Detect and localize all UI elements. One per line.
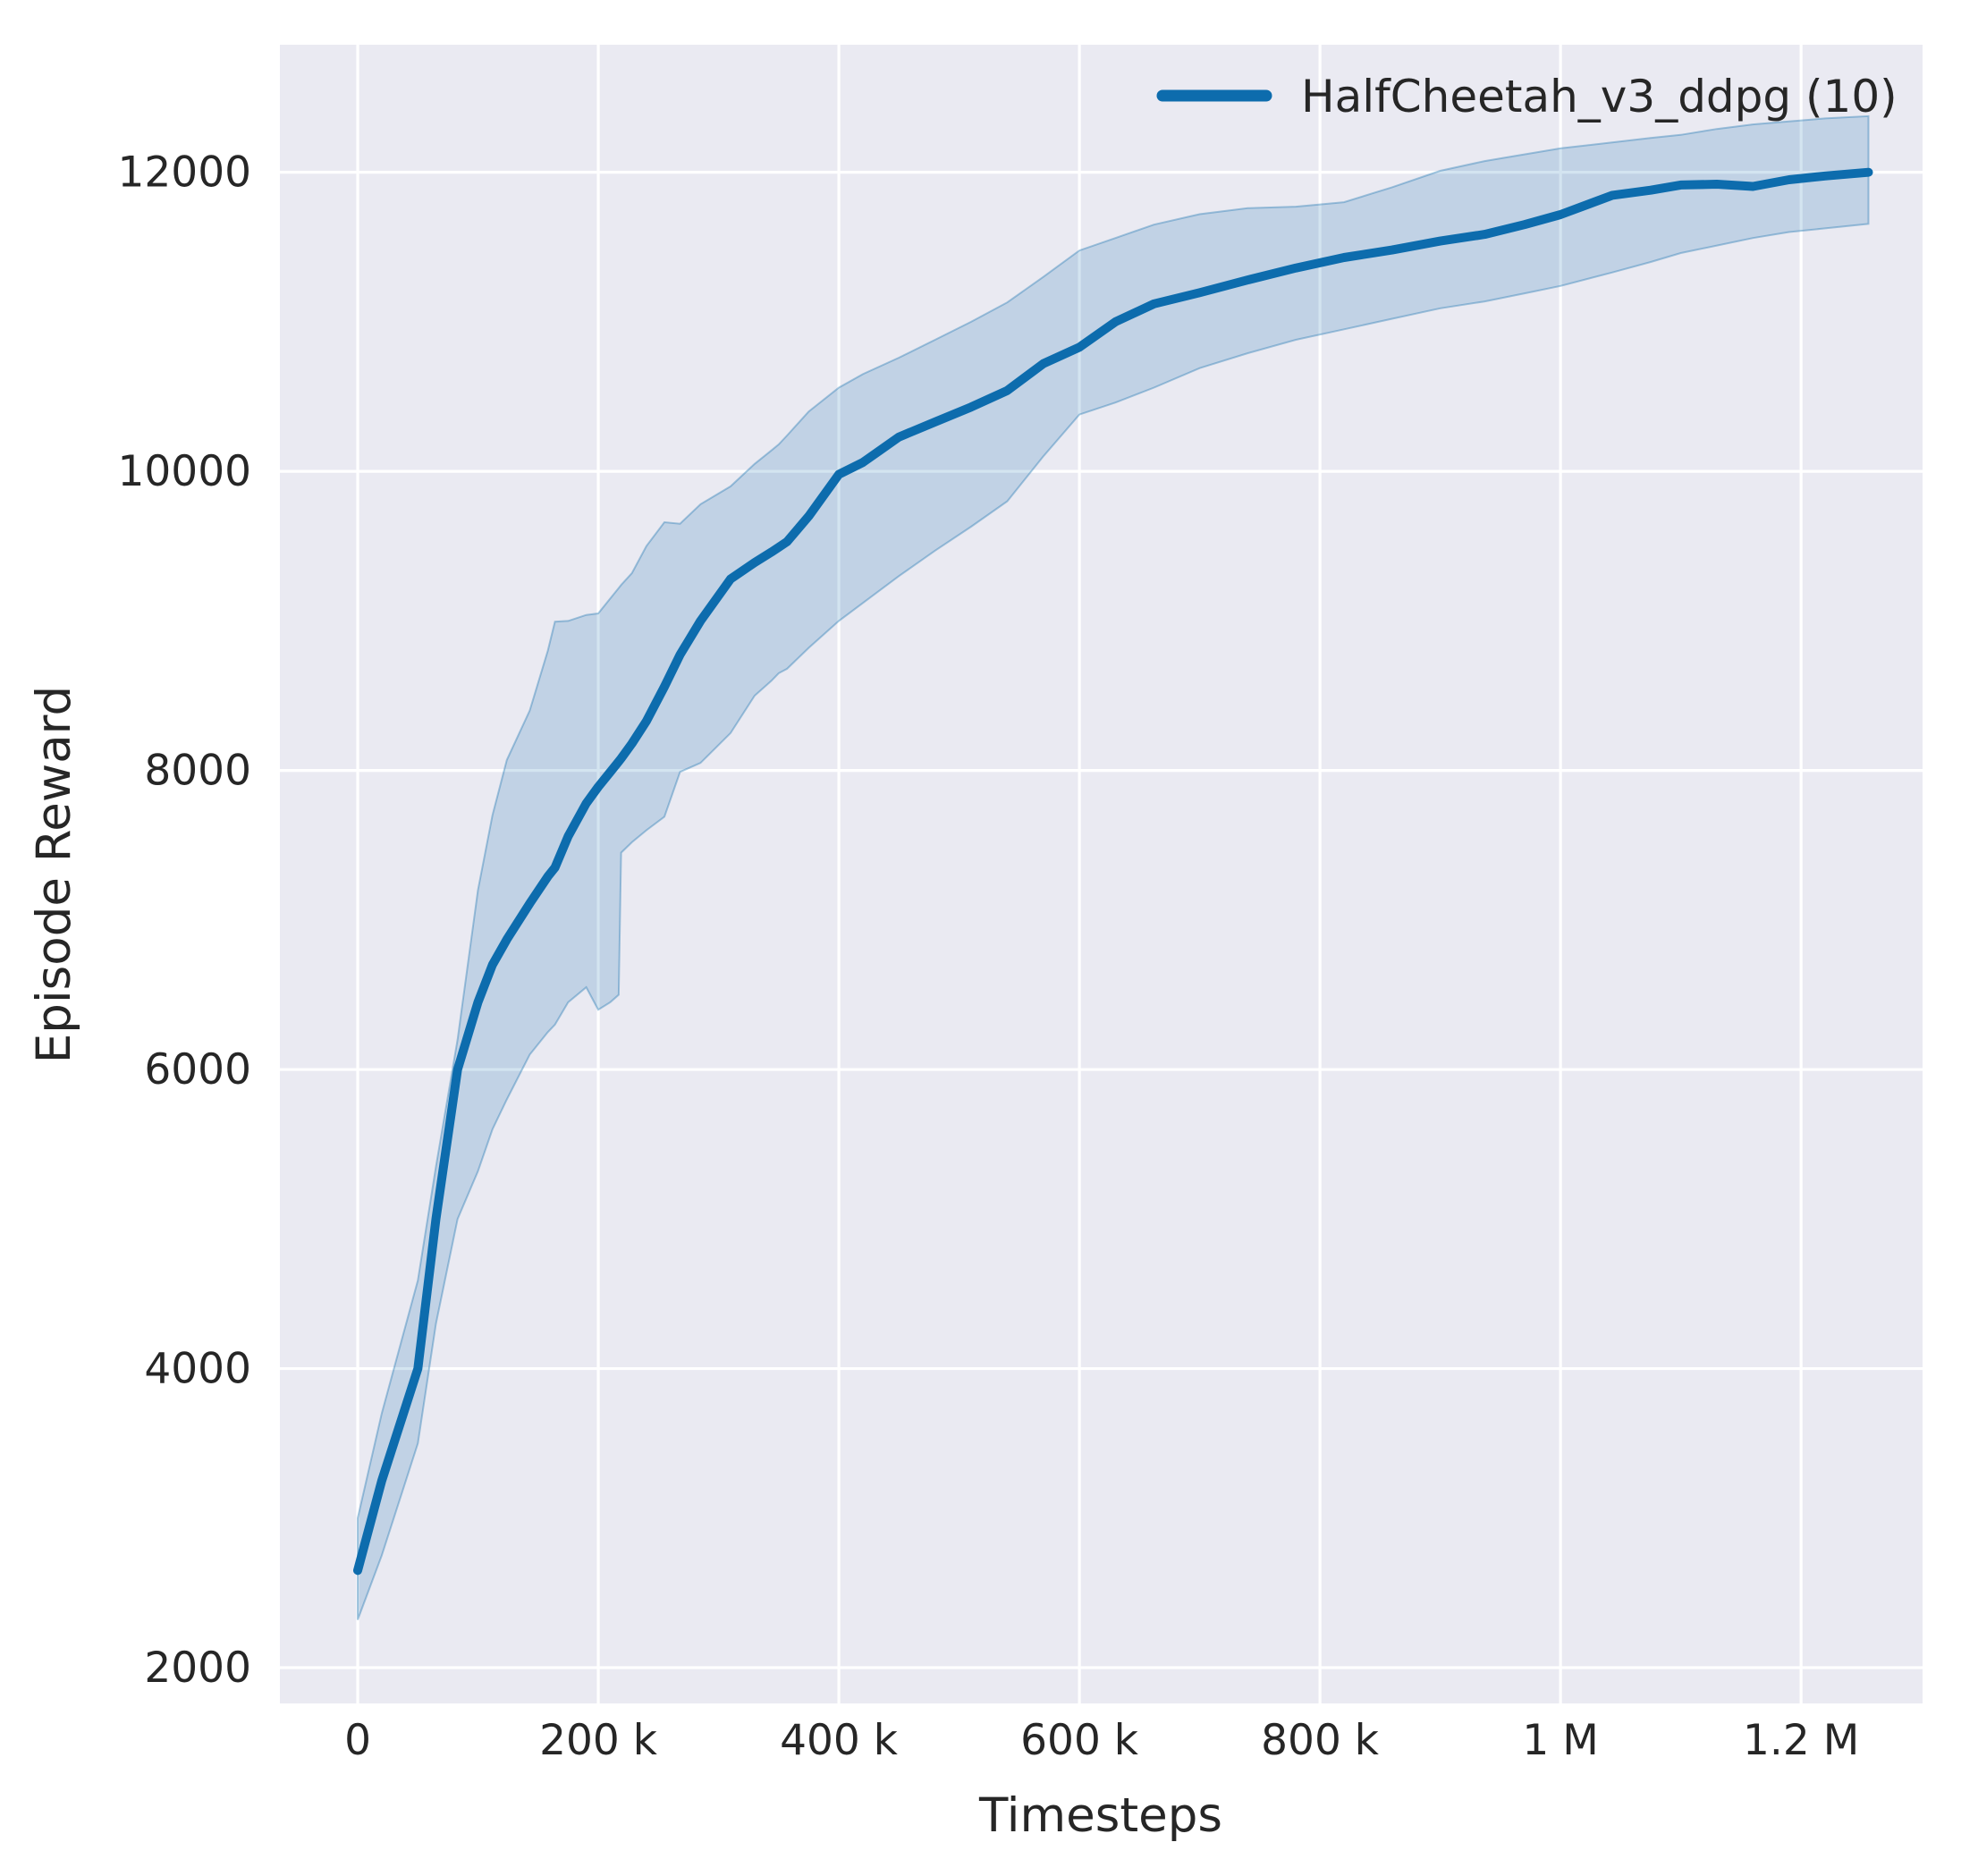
- y-tick-labels: 2000 4000 6000 8000 10000 12000: [117, 148, 251, 1693]
- x-tick-label: 200 k: [539, 1716, 658, 1765]
- y-axis-label: Episode Reward: [27, 686, 81, 1063]
- gridlines: [280, 45, 1923, 1703]
- x-tick-labels: 0 200 k 400 k 600 k 800 k 1 M 1.2 M: [344, 1716, 1859, 1765]
- y-tick-label: 4000: [144, 1345, 251, 1394]
- x-tick-label: 1.2 M: [1743, 1716, 1859, 1765]
- mean-reward-line: [353, 167, 1873, 1576]
- x-tick-label: 1 M: [1522, 1716, 1598, 1765]
- confidence-band: [357, 114, 1870, 1620]
- y-tick-label: 6000: [144, 1045, 251, 1094]
- y-tick-label: 8000: [144, 747, 251, 796]
- mean-line: [353, 167, 1873, 1576]
- std-band: [357, 114, 1870, 1620]
- x-tick-label: 0: [344, 1716, 371, 1765]
- x-axis-label: Timesteps: [978, 1788, 1222, 1843]
- x-tick-label: 800 k: [1261, 1716, 1380, 1765]
- y-tick-label: 2000: [144, 1644, 251, 1693]
- legend-label: HalfCheetah_v3_ddpg (10): [1301, 71, 1898, 123]
- legend: HalfCheetah_v3_ddpg (10): [1156, 71, 1898, 123]
- y-tick-label: 10000: [117, 447, 251, 496]
- x-tick-label: 400 k: [780, 1716, 899, 1765]
- x-tick-label: 600 k: [1020, 1716, 1139, 1765]
- y-tick-label: 12000: [117, 148, 251, 198]
